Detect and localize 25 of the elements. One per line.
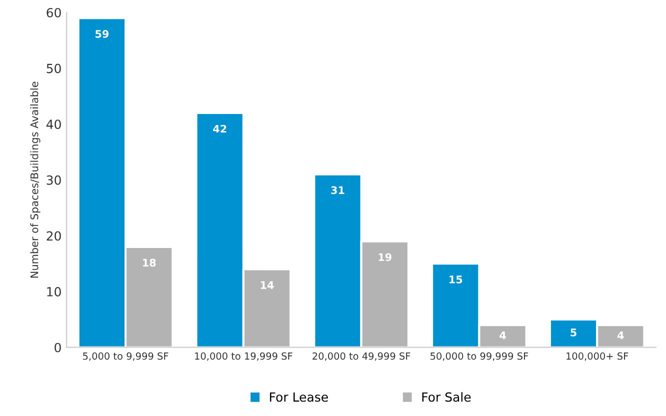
data-label: 5: [570, 328, 576, 336]
data-label: 14: [260, 281, 274, 289]
data-label: 19: [378, 253, 392, 262]
x-tick-label: 50,000 to 99,999 SF: [430, 352, 528, 361]
y-axis-title: Number of Spaces/Buildings Available: [30, 82, 40, 278]
y-tick-label: 30: [46, 175, 61, 185]
data-label: 15: [450, 276, 462, 284]
y-tick-label: 40: [46, 120, 61, 130]
y-tick-label: 50: [46, 64, 61, 74]
x-tick-label: 20,000 to 49,999 SF: [312, 352, 410, 361]
data-label: 59: [96, 30, 109, 38]
y-tick-label: 20: [46, 231, 61, 241]
y-tick-label: 0: [54, 342, 61, 352]
data-label: 4: [500, 331, 506, 340]
legend-label: For Lease: [270, 392, 328, 402]
data-label: 42: [213, 124, 226, 133]
x-tick-label: 5,000 to 9,999 SF: [83, 352, 168, 361]
data-label: 31: [331, 186, 344, 194]
x-tick-label: 100,000+ SF: [566, 352, 628, 361]
data-label: 18: [143, 258, 156, 267]
legend-label: For Sale: [422, 392, 471, 402]
data-label: 4: [617, 331, 624, 340]
y-tick-label: 60: [46, 8, 61, 18]
x-tick-label: 10,000 to 19,999 SF: [195, 352, 292, 361]
y-tick-label: 10: [47, 287, 61, 296]
